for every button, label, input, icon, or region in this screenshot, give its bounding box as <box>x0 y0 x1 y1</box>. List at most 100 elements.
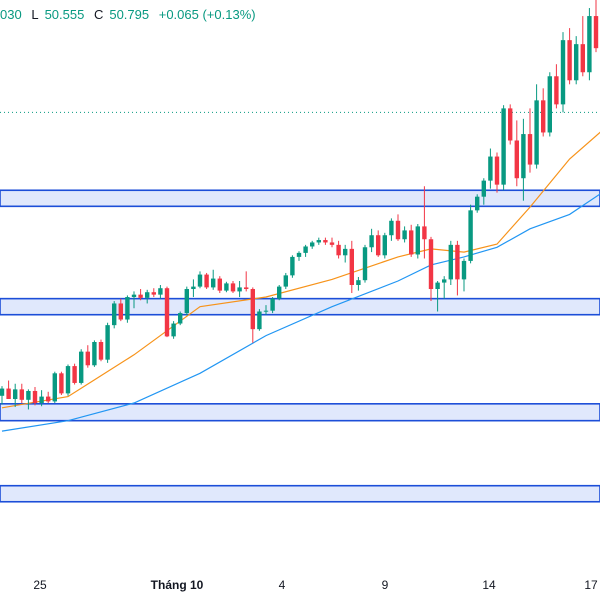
candle <box>290 255 295 278</box>
candle-body <box>481 180 486 197</box>
candle <box>415 223 420 259</box>
candlestick-series <box>0 0 599 410</box>
candle <box>118 298 123 322</box>
candle <box>593 0 599 53</box>
candle <box>442 276 447 299</box>
candle-body <box>468 210 473 261</box>
candle-body <box>475 196 480 211</box>
candle-body <box>527 134 533 165</box>
candle <box>554 64 559 109</box>
ma-slow-line <box>1 193 600 432</box>
candle <box>39 390 44 407</box>
candle <box>587 8 592 81</box>
candle-body <box>567 40 572 81</box>
candle <box>336 240 341 259</box>
x-tick-label: 9 <box>382 578 389 592</box>
candle-body <box>250 289 255 330</box>
candle <box>191 279 196 298</box>
candle <box>461 258 467 292</box>
x-tick-label: 4 <box>279 578 286 592</box>
candle-body <box>52 373 57 402</box>
candle <box>277 285 282 301</box>
candle-body <box>32 390 38 404</box>
candle <box>230 280 236 294</box>
candle-body <box>217 278 222 291</box>
candle <box>567 28 572 85</box>
candle <box>580 16 585 77</box>
candle-body <box>230 283 236 292</box>
candle <box>211 269 216 290</box>
candle-body <box>369 235 374 248</box>
candle-body <box>455 244 460 280</box>
candle <box>329 237 335 248</box>
candle <box>257 309 262 331</box>
candle <box>171 321 176 339</box>
candle <box>46 391 51 404</box>
candle-body <box>389 220 394 236</box>
candle-body <box>277 286 282 299</box>
candle <box>547 72 552 137</box>
candle <box>382 232 387 259</box>
candle <box>217 276 222 294</box>
candle <box>389 218 394 241</box>
candle <box>494 152 500 193</box>
support-resistance-zones <box>0 189 600 503</box>
candle-body <box>336 244 341 256</box>
candle-body <box>580 44 585 73</box>
candle-body <box>237 287 242 292</box>
candle <box>13 383 18 408</box>
zone-band <box>0 189 600 208</box>
candle-body <box>85 351 90 366</box>
candle <box>237 280 242 298</box>
candle <box>72 363 77 385</box>
candle <box>541 88 546 137</box>
candle-body <box>395 220 401 240</box>
candle <box>362 244 368 283</box>
candle-body <box>211 278 216 288</box>
candle-body <box>145 292 150 298</box>
candle-body <box>6 388 11 399</box>
candle <box>79 349 84 385</box>
candle-body <box>541 100 546 133</box>
candle-body <box>263 310 269 312</box>
candle-body <box>138 294 143 298</box>
candle <box>316 237 321 245</box>
candle-body <box>514 140 519 179</box>
candle <box>138 289 143 301</box>
x-tick-label: 25 <box>33 578 47 592</box>
candle <box>26 389 31 410</box>
candle <box>574 36 579 85</box>
candle-body <box>105 325 110 360</box>
zone-band <box>0 484 600 503</box>
candle <box>409 224 414 257</box>
candle <box>468 204 473 264</box>
candle-body <box>554 76 559 105</box>
candle <box>184 286 189 316</box>
candle <box>534 84 539 169</box>
candle <box>356 276 361 291</box>
moving-averages <box>1 131 600 432</box>
candle <box>263 305 269 315</box>
candle <box>508 104 513 145</box>
candle <box>112 301 117 329</box>
candle-body <box>191 286 196 290</box>
candle <box>303 244 308 257</box>
candle <box>428 236 434 302</box>
candle <box>448 240 453 285</box>
x-tick-label: Tháng 10 <box>151 578 204 592</box>
zone-band <box>0 403 600 422</box>
candle-body <box>72 366 77 383</box>
candle-body <box>310 242 315 247</box>
candle <box>349 240 354 294</box>
candle-body <box>59 373 64 394</box>
candle-body <box>303 246 308 253</box>
candle-body <box>125 297 130 320</box>
candle-body <box>329 242 335 245</box>
candle-body <box>349 248 354 285</box>
candle <box>323 237 328 245</box>
zone-band <box>0 297 600 316</box>
candle-body <box>79 351 84 383</box>
candle-body <box>19 389 24 400</box>
candle <box>296 251 302 261</box>
